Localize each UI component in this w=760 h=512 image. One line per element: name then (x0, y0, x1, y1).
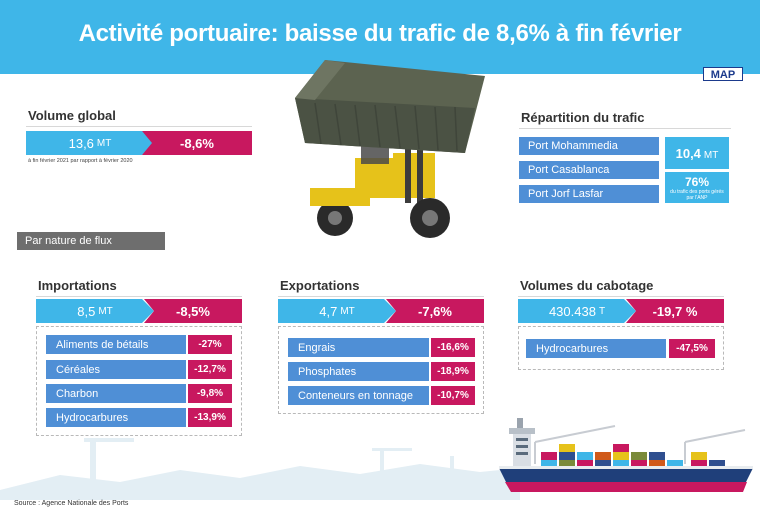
cabotage-value: 430.438 (548, 303, 596, 319)
page-title: Activité portuaire: baisse du trafic de … (78, 20, 682, 47)
cabotage-value-box: 430.438 T (518, 299, 636, 323)
volume-global-change: -8,6% (180, 135, 214, 151)
divider (26, 126, 252, 127)
repartition-value-box: 10,4 MT (665, 137, 729, 169)
importations-row-value: -9,8% (188, 384, 232, 403)
volume-global-title: Volume global (28, 108, 116, 123)
volume-global-value-box: 13,6 MT (26, 131, 154, 155)
map-logo: MAP (703, 67, 743, 81)
repartition-title: Répartition du trafic (521, 110, 645, 125)
container-forklift-illustration (295, 60, 485, 238)
cabotage-change: -19,7 % (652, 303, 698, 319)
cabotage-row-label: Hydrocarbures (526, 339, 666, 358)
source-note: Source : Agence Nationale des Ports (14, 500, 129, 507)
repartition-value: 10,4 (675, 145, 701, 161)
importations-row-label: Hydrocarbures (46, 408, 186, 427)
importations-value-box: 8,5 MT (36, 299, 154, 323)
importations-details-panel (36, 326, 242, 436)
importations-row-label: Charbon (46, 384, 186, 403)
volume-global-unit: MT (96, 137, 112, 149)
exportations-row-value: -10,7% (431, 386, 475, 405)
importations-row-value: -12,7% (188, 360, 232, 379)
exportations-row-value: -16,6% (431, 338, 475, 357)
header-banner (0, 0, 760, 74)
exportations-details-panel (278, 326, 484, 414)
exportations-row-label: Engrais (288, 338, 429, 357)
exportations-unit: MT (340, 305, 355, 317)
cabotage-change-box: -19,7 % (626, 299, 724, 323)
port-casablanca: Port Casablanca (519, 161, 659, 179)
exportations-row-label: Conteneurs en tonnage (288, 386, 429, 405)
divider (36, 296, 242, 297)
repartition-share: 76% (684, 174, 710, 189)
volume-global-value: 13,6 (68, 135, 94, 151)
importations-change-box: -8,5% (144, 299, 242, 323)
repartition-unit: MT (703, 149, 719, 161)
exportations-row-label: Phosphates (288, 362, 429, 381)
port-mohammedia: Port Mohammedia (519, 137, 659, 155)
divider (278, 296, 484, 297)
repartition-share-note: du trafic des ports gérés par l'ANP (670, 188, 724, 201)
divider (519, 128, 731, 129)
cargo-ship-illustration (499, 418, 753, 492)
importations-row-label: Aliments de bétails (46, 335, 186, 354)
importations-value: 8,5 (77, 303, 96, 319)
flux-section-label: Par nature de flux (17, 232, 165, 250)
volume-global-change-box: -8,6% (142, 131, 252, 155)
cabotage-unit: T (598, 305, 606, 317)
exportations-title: Exportations (280, 278, 360, 293)
cabotage-details-panel (518, 326, 724, 370)
volume-global-note: à fin février 2021 par rapport à février… (28, 158, 133, 164)
importations-unit: MT (98, 305, 113, 317)
divider (518, 296, 724, 297)
port-jorf-lasfar: Port Jorf Lasfar (519, 185, 659, 203)
exportations-value-box: 4,7 MT (278, 299, 396, 323)
importations-change: -8,5% (176, 303, 210, 319)
exportations-change-box: -7,6% (386, 299, 484, 323)
cabotage-row-value: -47,5% (669, 339, 715, 358)
cabotage-title: Volumes du cabotage (520, 278, 654, 293)
exportations-row-value: -18,9% (431, 362, 475, 381)
exportations-change: -7,6% (418, 303, 452, 319)
port-background-illustration (0, 438, 520, 500)
importations-row-value: -27% (188, 335, 232, 354)
repartition-share-box: 76% du trafic des ports gérés par l'ANP (665, 172, 729, 203)
importations-row-label: Céréales (46, 360, 186, 379)
importations-row-value: -13,9% (188, 408, 232, 427)
exportations-value: 4,7 (319, 303, 338, 319)
importations-title: Importations (38, 278, 117, 293)
